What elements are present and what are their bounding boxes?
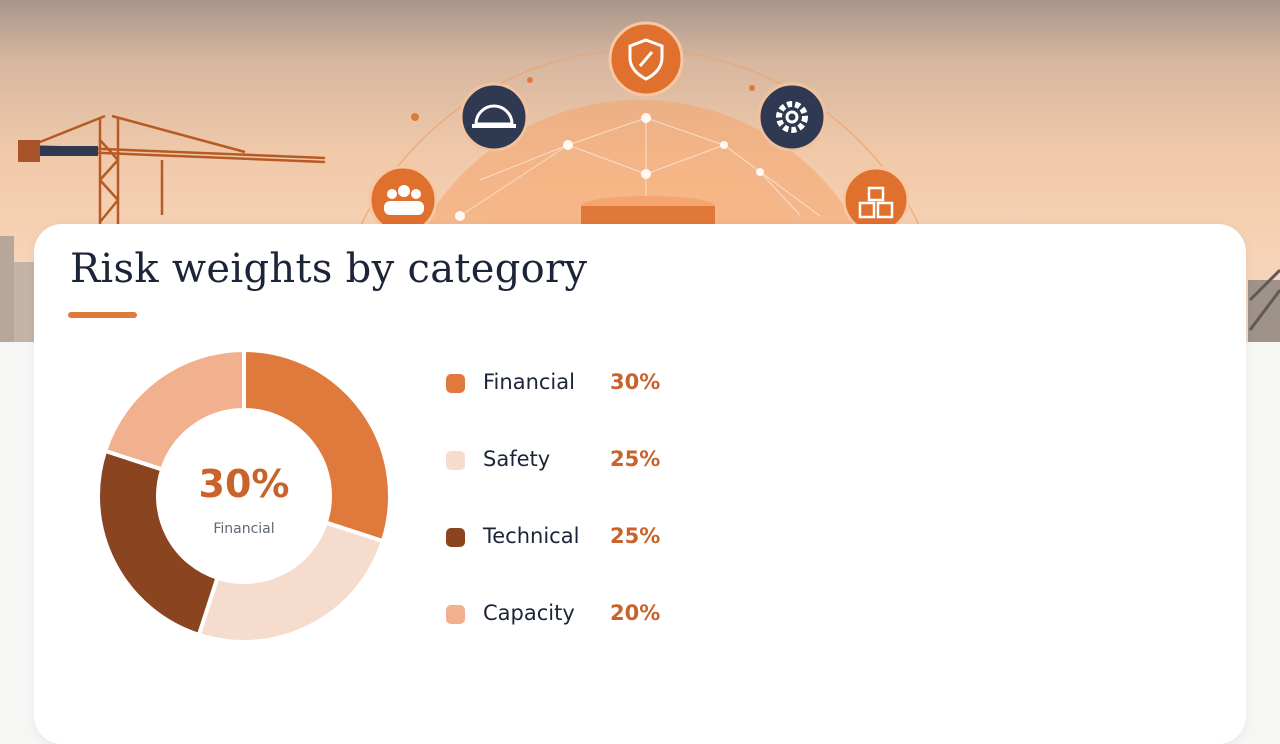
donut-slice-safety — [196, 520, 386, 642]
legend-value: 25% — [610, 524, 661, 548]
chart-title: Risk weights by category — [70, 246, 588, 292]
legend-value: 25% — [610, 447, 661, 471]
legend-label: Safety — [483, 447, 551, 471]
shield-icon — [608, 21, 684, 97]
legend-swatch — [446, 374, 465, 393]
legend-value: 20% — [610, 601, 661, 625]
donut-slice-financial — [242, 350, 390, 544]
chart-card: Risk weights by category 30% Financial F… — [34, 224, 1246, 744]
legend-value: 30% — [610, 370, 661, 394]
gear-icon — [757, 82, 827, 152]
legend-swatch — [446, 451, 465, 470]
donut-chart — [98, 350, 390, 642]
legend-label: Financial — [483, 370, 575, 394]
legend-swatch — [446, 528, 465, 547]
legend-label: Technical — [483, 524, 580, 548]
title-accent-bar — [68, 312, 137, 318]
legend-label: Capacity — [483, 601, 575, 625]
donut-slice-technical — [98, 448, 220, 638]
donut-slice-capacity — [102, 350, 246, 472]
legend-swatch — [446, 605, 465, 624]
donut-center-value: 30% — [198, 462, 290, 506]
hard-hat-icon — [459, 82, 529, 152]
boxes-icon — [842, 166, 910, 234]
donut-center-label: Financial — [213, 521, 275, 537]
